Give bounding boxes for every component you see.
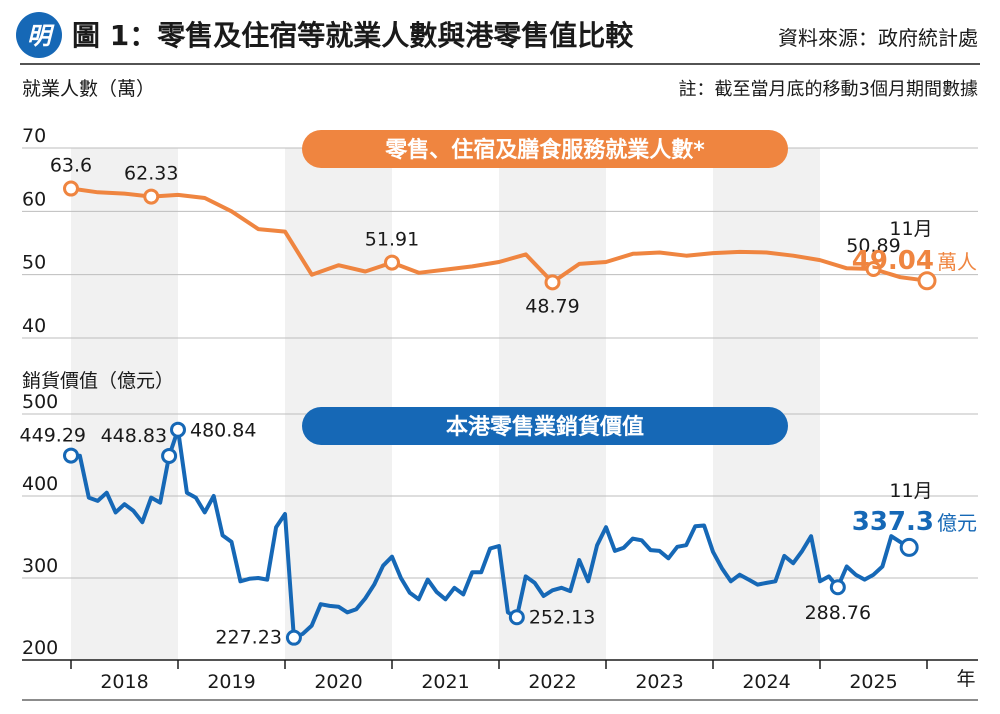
employment-y-tick-70: 70	[22, 125, 46, 147]
sales-value-label-86: 288.76	[805, 602, 871, 624]
year-band-2024	[713, 148, 820, 660]
logo-badge	[16, 12, 62, 58]
x-label-2025: 2025	[849, 671, 897, 693]
employment-last-value: 49.04	[852, 246, 934, 276]
year-band-2022	[499, 148, 606, 660]
sales-y-tick-400: 400	[22, 473, 58, 495]
employment-y-tick-40: 40	[22, 315, 46, 337]
employment-value-label-3: 62.33	[124, 163, 178, 185]
sales-marker-11	[161, 447, 178, 464]
x-label-2018: 2018	[100, 671, 148, 693]
x-axis: 2018 2019 2020 2021 2022 2023 2024 2025	[70, 660, 928, 693]
sales-series-title: 本港零售業銷貨價值	[446, 414, 644, 440]
sales-last-value: 337.3	[852, 507, 934, 537]
year-band-2018	[71, 148, 178, 660]
employment-marker-3	[143, 188, 160, 205]
year-band-2020	[285, 148, 392, 660]
employment-y-tick-60: 60	[22, 188, 46, 210]
source-label: 資料來源：政府統計處	[778, 26, 978, 50]
sales-y-tick-200: 200	[22, 637, 58, 659]
employment-marker-0	[63, 180, 79, 197]
chart-title: 圖 1：零售及住宿等就業人數與港零售值比較	[72, 19, 634, 52]
employment-last-month: 11月	[889, 218, 932, 240]
header: 明 圖 1：零售及住宿等就業人數與港零售值比較 資料來源：政府統計處	[16, 12, 980, 65]
employment-note: 註：截至當月底的移動3個月期間數據	[679, 79, 978, 100]
employment-series-line	[69, 186, 929, 285]
employment-value-label-18: 48.79	[525, 295, 579, 317]
sales-series-line	[69, 427, 912, 640]
x-axis-unit: 年	[956, 668, 975, 690]
logo-glyph: 明	[27, 22, 55, 50]
sales-last-month: 11月	[889, 480, 932, 502]
sales-value-label-12: 480.84	[190, 420, 256, 442]
sales-marker-25	[285, 629, 302, 646]
employment-last-unit: 萬人	[937, 250, 977, 274]
employment-axis-title: 就業人數（萬）	[22, 78, 155, 100]
employment-title-pill	[302, 130, 788, 168]
sales-marker-0	[63, 447, 79, 464]
x-label-2020: 2020	[314, 671, 362, 693]
employment-y-tick-50: 50	[22, 252, 46, 274]
sales-value-label-50: 252.13	[529, 606, 595, 628]
sales-last-unit: 億元	[937, 511, 977, 535]
employment-marker-30	[865, 261, 882, 278]
employment-value-label-0: 63.6	[50, 155, 92, 177]
employment-series-title: 零售、住宿及膳食服務就業人數*	[384, 137, 705, 163]
employment-marker-32	[917, 271, 937, 291]
sales-y-tick-500: 500	[22, 391, 58, 413]
sales-value-label-25: 227.23	[215, 627, 281, 649]
employment-marker-18	[544, 274, 561, 291]
background-bands	[71, 148, 820, 660]
employment-value-label-30: 50.89	[846, 235, 900, 257]
sales-axis-title: 銷貨價值（億元）	[22, 370, 174, 392]
x-label-2022: 2022	[528, 671, 576, 693]
sales-marker-94	[899, 537, 919, 557]
employment-marker-12	[384, 254, 400, 271]
sales-marker-12	[169, 421, 186, 438]
annotation-markers: 63.6 62.33 51.91 48.79 50.89 449.29 448.83 480.…	[20, 155, 937, 649]
sales-value-label-0: 449.29	[20, 425, 86, 447]
sales-y-tick-300: 300	[22, 555, 58, 577]
x-label-2023: 2023	[635, 671, 683, 693]
sales-marker-86	[829, 579, 846, 596]
sales-title-pill	[302, 407, 788, 445]
x-label-2024: 2024	[742, 671, 790, 693]
x-label-2021: 2021	[421, 671, 469, 693]
x-label-2019: 2019	[207, 671, 255, 693]
sales-marker-50	[508, 609, 525, 626]
employment-value-label-12: 51.91	[365, 229, 419, 251]
y-tick-labels: 40 50 60 70 200 300 400 500	[22, 125, 58, 659]
sales-value-label-11: 448.83	[101, 425, 167, 447]
